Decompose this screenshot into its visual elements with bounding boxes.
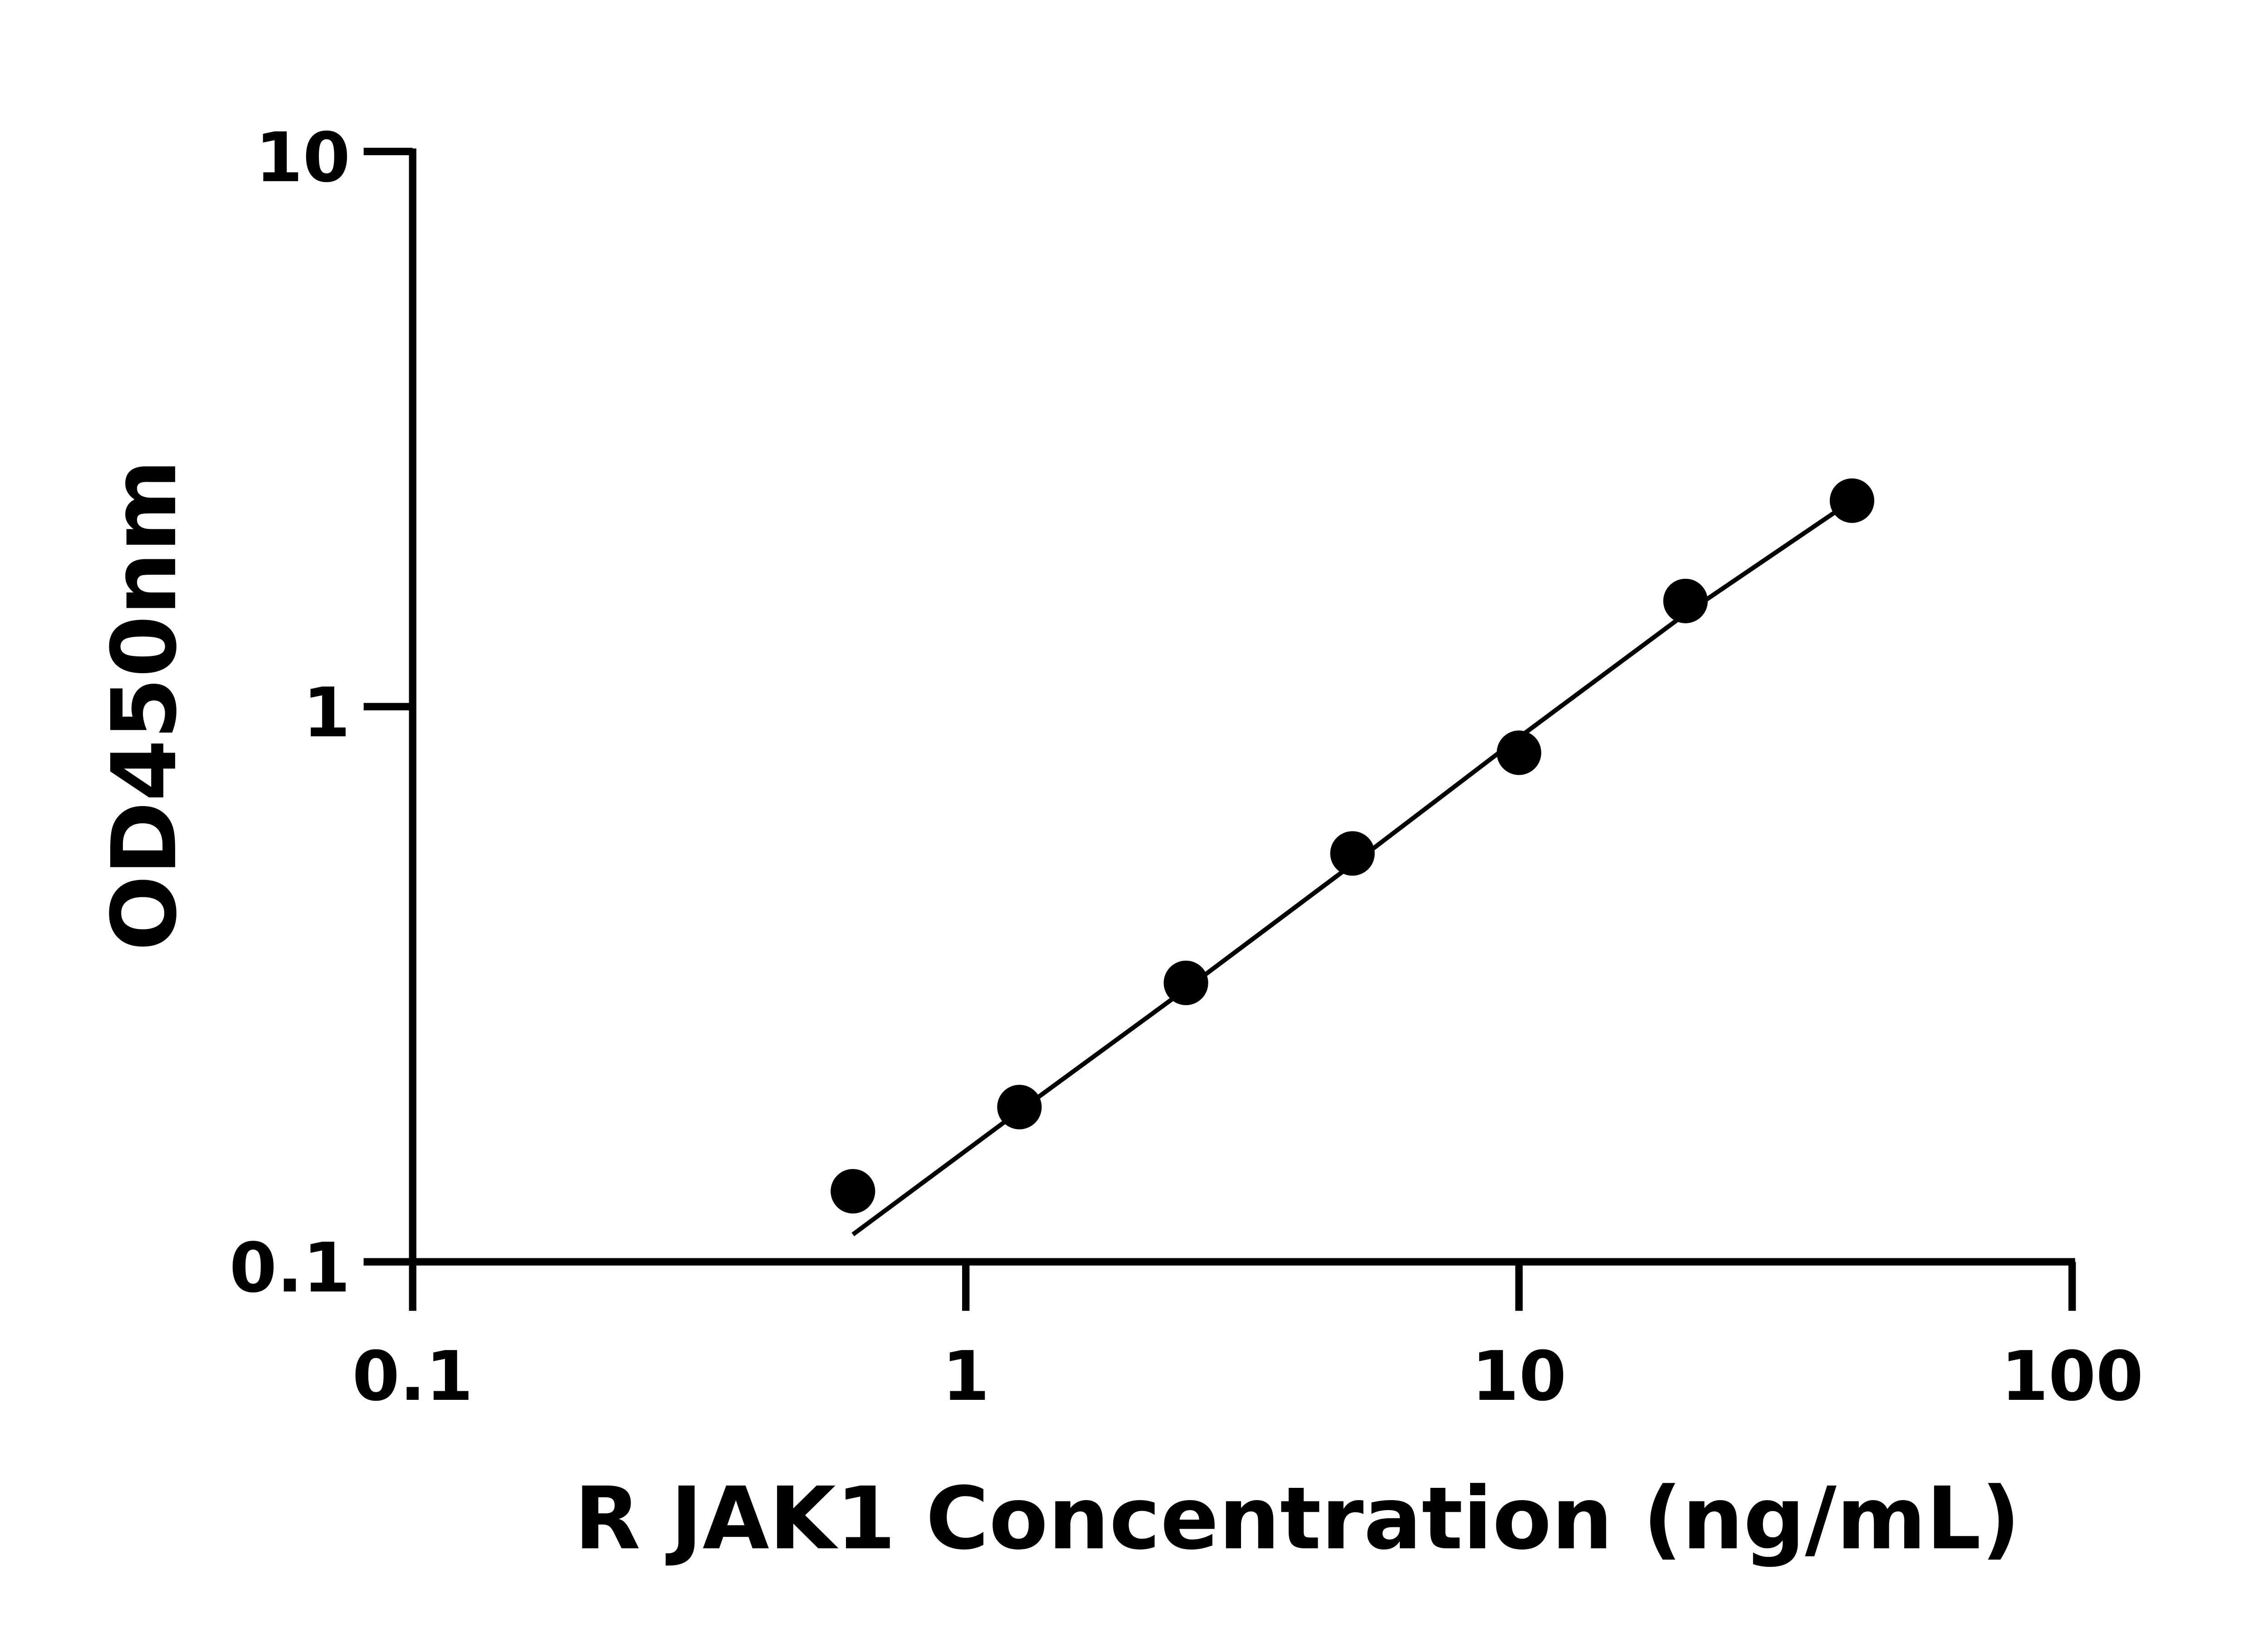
data-point [1496,730,1541,775]
data-point [1663,578,1708,623]
axes [363,148,2075,1266]
y-axis-label: OD450nm [93,460,196,951]
ticks: 0.1 1 10 100 0.1 1 10 [230,118,2144,1416]
x-tick-label: 1 [942,1337,990,1416]
y-tick-label: 0.1 [230,1228,351,1308]
data-point [1330,831,1375,876]
data-point [831,1169,875,1214]
y-tick-label: 1 [303,673,351,753]
data-point [997,1085,1042,1129]
x-tick-label: 0.1 [352,1337,473,1416]
data-point [1163,960,1208,1005]
y-tick-label: 10 [255,118,350,197]
data-points [831,478,1875,1214]
x-axis-label: R JAK1 Concentration (ng/mL) [574,1468,2020,1569]
data-point [1829,478,1875,523]
x-tick-label: 10 [1471,1337,1566,1416]
x-tick-label: 100 [2001,1337,2143,1416]
